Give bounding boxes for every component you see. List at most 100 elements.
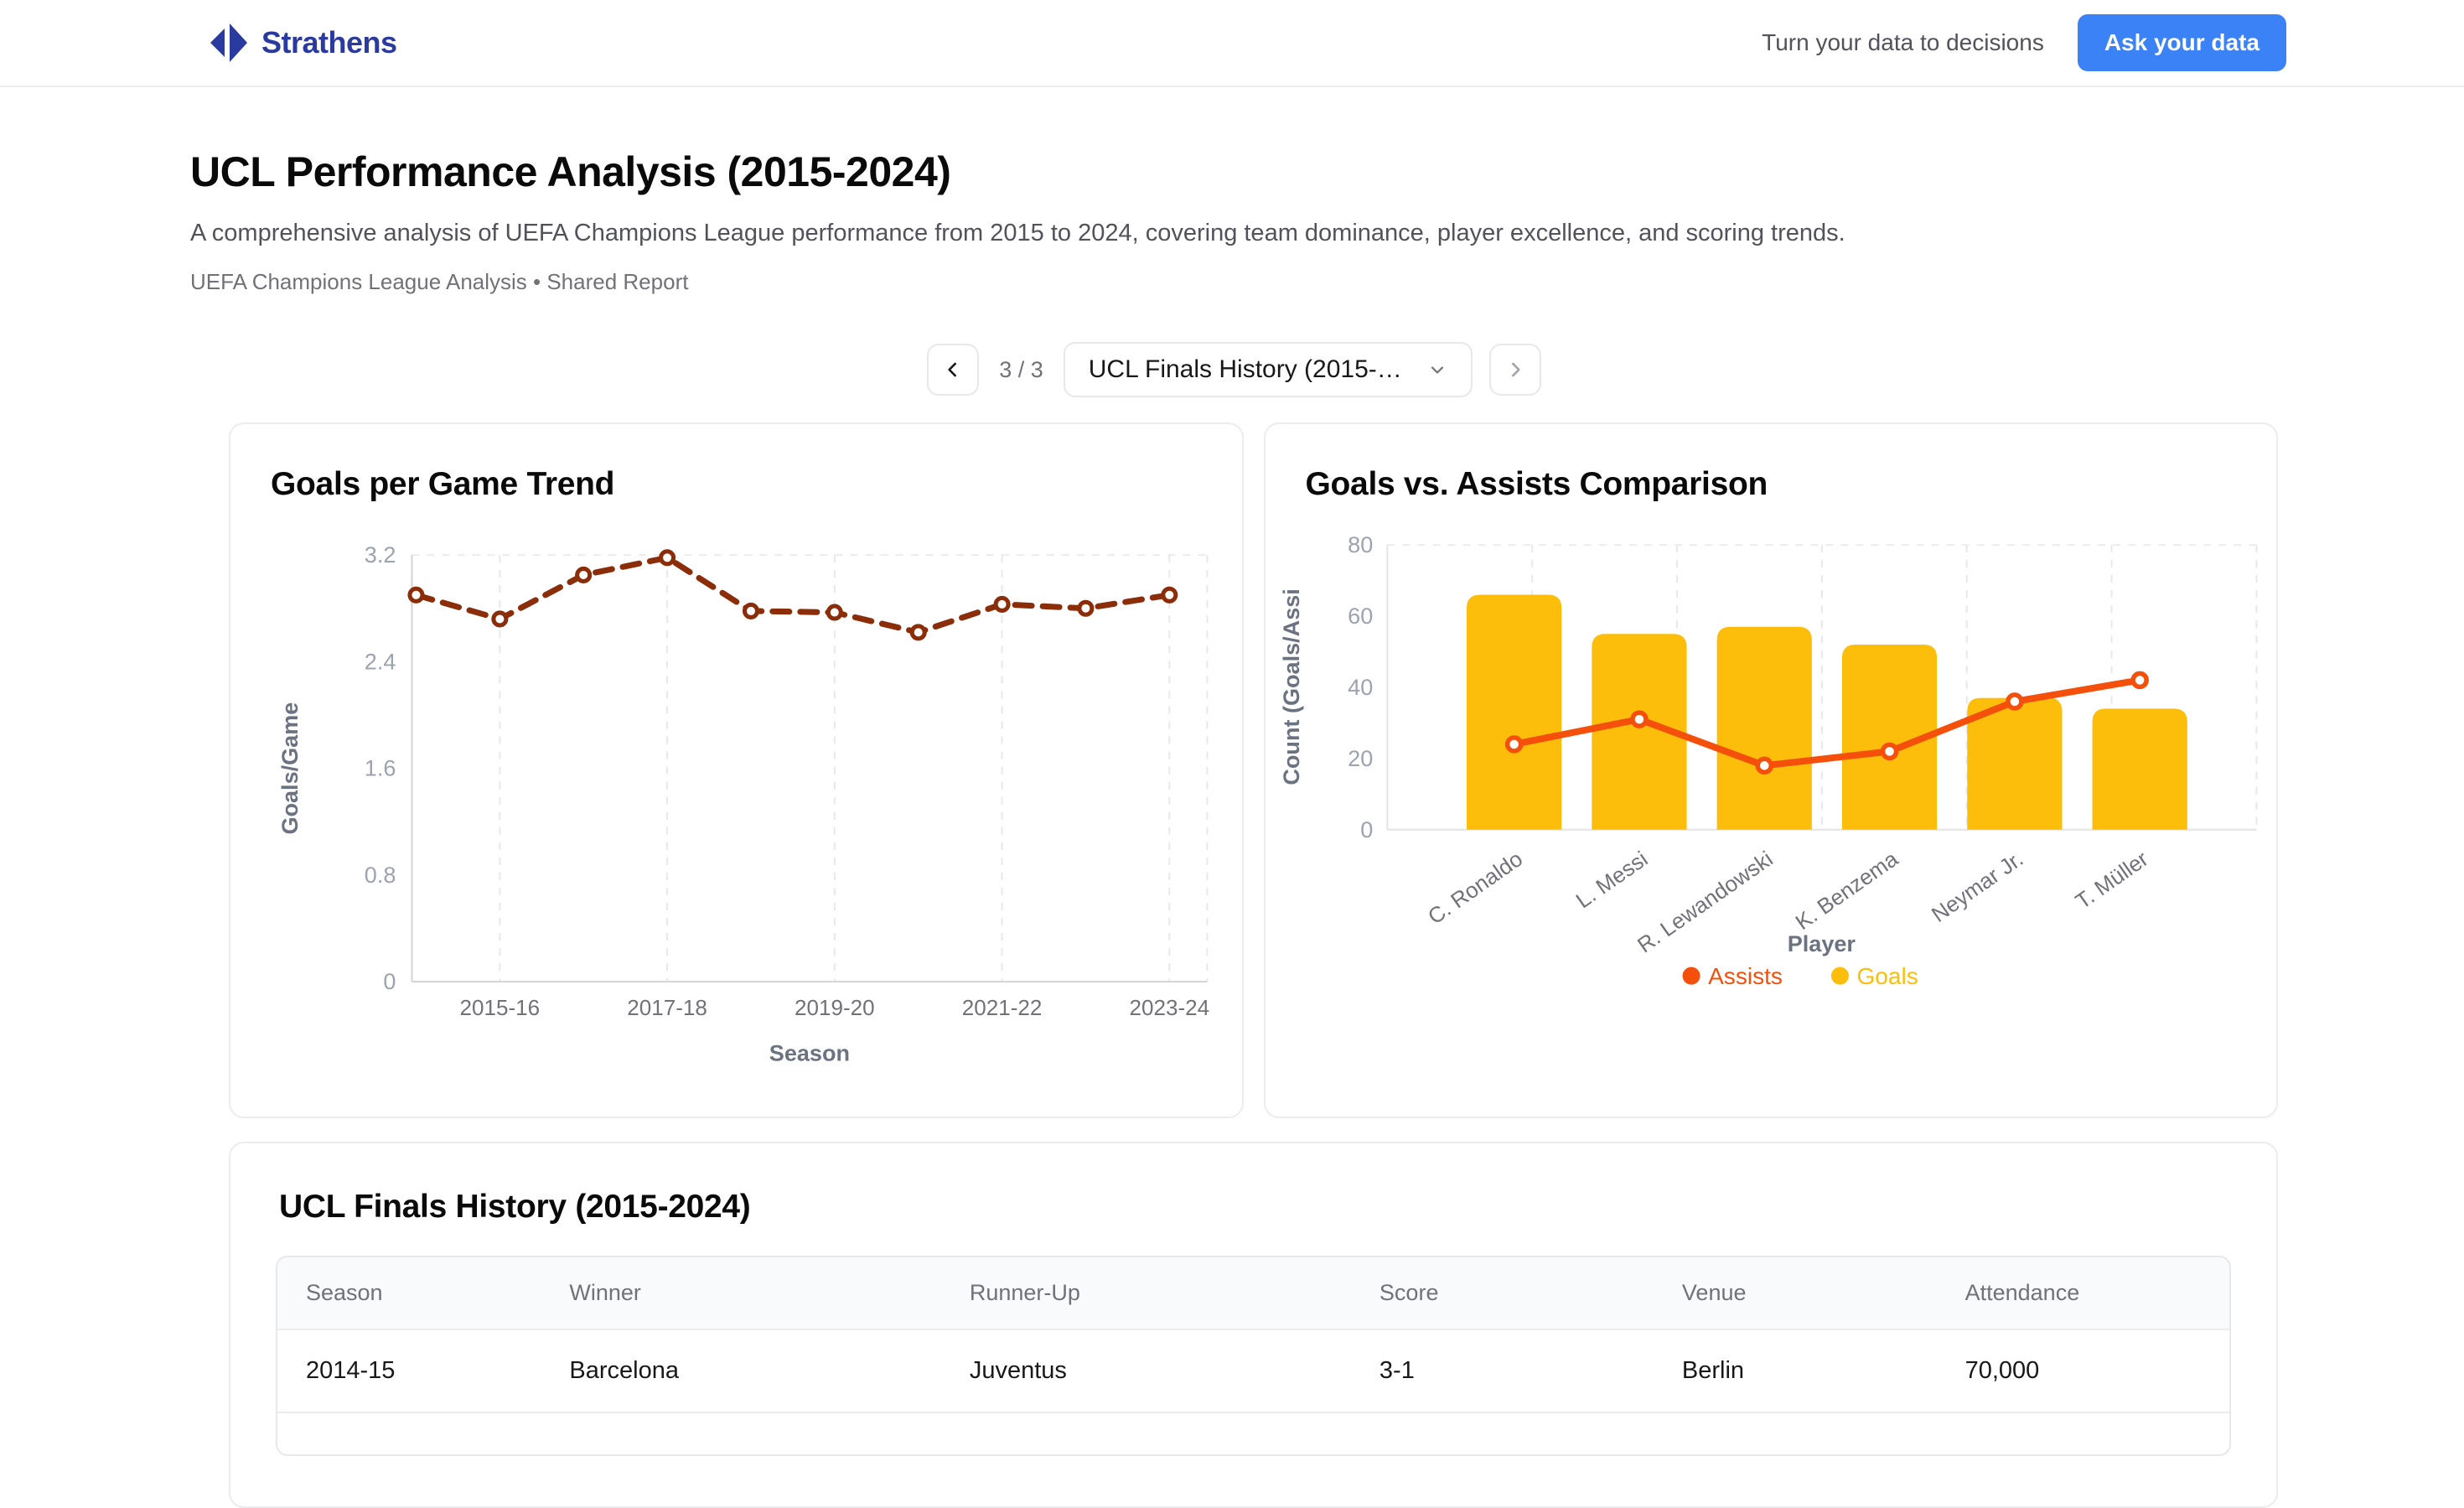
svg-text:2019-20: 2019-20 [795, 995, 875, 1020]
legend-label: Goals [1856, 963, 1918, 989]
svg-text:C. Ronaldo: C. Ronaldo [1423, 846, 1527, 929]
data-point-marker [491, 610, 509, 628]
svg-text:0: 0 [1360, 817, 1373, 842]
column-header: Winner [541, 1257, 941, 1329]
table-cell: Berlin [1653, 1329, 1937, 1412]
column-header: Runner-Up [940, 1257, 1351, 1329]
goals-bar [1841, 644, 1937, 830]
legend-dot [1830, 966, 1849, 985]
chart-title-goals-per-game: Goals per Game Trend [271, 466, 615, 502]
svg-text:40: 40 [1348, 675, 1373, 700]
data-point-marker [2005, 692, 2024, 711]
prev-slide-button[interactable] [927, 344, 980, 396]
chevron-left-icon [942, 359, 964, 381]
goals-bar [1466, 594, 1561, 830]
svg-text:2.4: 2.4 [365, 649, 396, 674]
slide-pager: 3 / 3 UCL Finals History (2015-… [190, 342, 2278, 397]
finals-history-table: Season Winner Runner-Up Score Venue Attendanc… [276, 1256, 2231, 1456]
table-header: Season Winner Runner-Up Score Venue Attendanc… [277, 1257, 2229, 1329]
svg-text:Neymar Jr.: Neymar Jr. [1926, 846, 2027, 927]
svg-text:3.2: 3.2 [365, 542, 396, 567]
slide-select-dropdown[interactable]: UCL Finals History (2015-… [1063, 342, 1473, 397]
finals-history-card: UCL Finals History (2015-2024) Season Win… [229, 1142, 2278, 1508]
column-header: Attendance [1936, 1257, 2229, 1329]
assists-line-series [1504, 671, 2149, 775]
svg-text:Count (Goals/Assi: Count (Goals/Assi [1279, 588, 1304, 785]
table-cell: 3-1 [1350, 1329, 1654, 1412]
svg-text:K. Benzema: K. Benzema [1790, 846, 1902, 935]
svg-text:L. Messi: L. Messi [1571, 846, 1652, 913]
svg-text:60: 60 [1348, 604, 1373, 629]
svg-text:2017-18: 2017-18 [627, 995, 707, 1020]
table-cell: 70,000 [1936, 1329, 2229, 1412]
svg-text:T. Müller: T. Müller [2070, 846, 2152, 914]
table-cell: 2014-15 [277, 1329, 541, 1412]
table-cell: Juventus [940, 1329, 1351, 1412]
svg-text:Season: Season [769, 1040, 850, 1065]
svg-text:20: 20 [1348, 746, 1373, 771]
table-body-partial [277, 1412, 2229, 1454]
data-point-marker [1161, 586, 1178, 604]
goals-bar [1716, 626, 1812, 830]
data-point-marker [2130, 671, 2149, 690]
svg-text:0: 0 [383, 969, 396, 994]
goals-per-game-chart: 0 0.8 1.6 2.4 3.2 2015-16 2017-18 2019-20 2021-2… [277, 542, 1210, 1065]
charts-row: Goals per Game Trend 0 0.8 1.6 2.4 3.2 2015-1… [229, 422, 2278, 1118]
svg-text:2021-22: 2021-22 [962, 995, 1043, 1020]
slide-select-value: UCL Finals History (2015-… [1088, 355, 1402, 383]
table-title: UCL Finals History (2015-2024) [279, 1189, 751, 1225]
data-point-marker [993, 595, 1011, 613]
column-header: Season [277, 1257, 541, 1329]
data-point-marker [407, 586, 425, 604]
ask-your-data-button[interactable]: Ask your data [2077, 14, 2286, 71]
brand[interactable]: Strathens [210, 23, 397, 63]
logo-icon [210, 23, 248, 63]
grid [411, 554, 1209, 983]
svg-text:0.8: 0.8 [365, 863, 396, 888]
column-header: Score [1350, 1257, 1654, 1329]
table-row-partial [277, 1412, 2229, 1454]
table-row: 2014-15 Barcelona Juventus 3-1 Berlin 70,000 [277, 1329, 2229, 1412]
data-point-marker [1504, 735, 1523, 754]
table-cell: Barcelona [541, 1329, 941, 1412]
data-point-marker [1077, 599, 1095, 617]
data-point-marker [826, 604, 843, 621]
main-content: UCL Performance Analysis (2015-2024) A c… [0, 148, 2464, 1508]
chevron-right-icon [1504, 359, 1526, 381]
goals-bar [2092, 708, 2187, 830]
page-title: UCL Performance Analysis (2015-2024) [190, 148, 951, 195]
data-point-marker [909, 624, 927, 641]
svg-text:80: 80 [1348, 532, 1373, 557]
header-right: Turn your data to decisions Ask your dat… [1762, 14, 2286, 71]
goals-bar [1966, 697, 2062, 830]
page-subtitle: A comprehensive analysis of UEFA Champio… [190, 220, 1845, 246]
data-point-marker [1754, 756, 1773, 775]
chevron-down-icon [1427, 360, 1447, 380]
goals-per-game-card: Goals per Game Trend 0 0.8 1.6 2.4 3.2 2015-1… [229, 422, 1244, 1118]
table-header-row: Season Winner Runner-Up Score Venue Attendanc… [277, 1257, 2229, 1329]
header-tagline: Turn your data to decisions [1762, 29, 2044, 55]
svg-text:2023-24: 2023-24 [1130, 995, 1210, 1020]
goals-vs-assists-card: Goals vs. Assists Comparison 0 20 40 60 80 C.… [1263, 422, 2278, 1118]
goals-bars [1466, 594, 2187, 830]
report-meta: UEFA Champions League Analysis • Shared … [190, 269, 689, 294]
legend-label: Assists [1708, 963, 1783, 989]
svg-text:Player: Player [1787, 931, 1856, 956]
trend-line-series [412, 554, 1172, 636]
next-slide-button[interactable] [1488, 344, 1541, 396]
svg-text:2015-16: 2015-16 [460, 995, 541, 1020]
app-header: Strathens Turn your data to decisions As… [0, 0, 2464, 87]
data-point-marker [659, 549, 676, 567]
legend-dot [1682, 966, 1700, 985]
svg-text:R. Lewandowski: R. Lewandowski [1633, 846, 1778, 957]
data-point-marker [575, 566, 593, 583]
brand-name: Strathens [261, 25, 397, 60]
svg-text:1.6: 1.6 [365, 756, 396, 781]
data-point-marker [1629, 710, 1649, 728]
svg-text:Goals/Game: Goals/Game [277, 702, 303, 835]
data-point-marker [1880, 742, 1898, 761]
slide-counter: 3 / 3 [999, 356, 1043, 382]
column-header: Venue [1653, 1257, 1937, 1329]
